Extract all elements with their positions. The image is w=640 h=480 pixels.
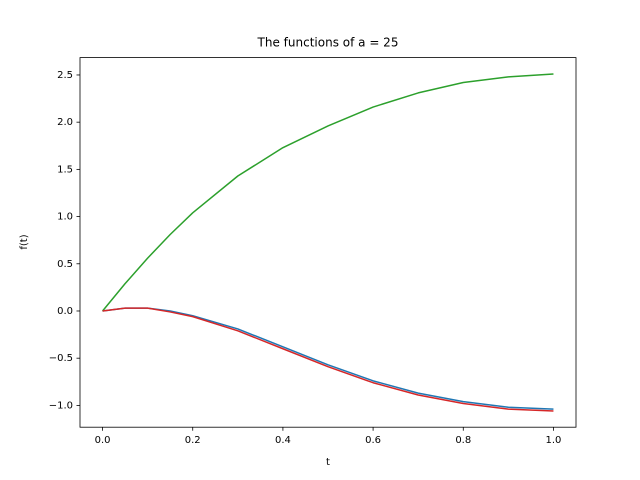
plot-frame	[79, 57, 577, 428]
x-tick-label: 0.2	[185, 435, 201, 446]
x-tick-label: 0.0	[95, 435, 111, 446]
y-tick-label: −1.0	[49, 400, 73, 411]
y-axis-label: f(t)	[19, 234, 30, 249]
x-tick-label: 0.4	[275, 435, 291, 446]
y-tick-label: 1.5	[57, 164, 73, 175]
chart-title: The functions of a = 25	[257, 36, 399, 50]
y-tick-label: −0.5	[49, 353, 73, 364]
y-tick-label: 1.0	[57, 212, 73, 223]
y-tick-label: 2.5	[57, 70, 73, 81]
series-line	[102, 307, 554, 412]
x-tick-label: 1.0	[546, 435, 562, 446]
y-tick-label: 0.5	[57, 259, 73, 270]
series-line	[101, 73, 554, 312]
y-tick-label: 2.0	[57, 117, 73, 128]
x-tick-label: 0.8	[455, 435, 471, 446]
x-axis-label: t	[326, 457, 330, 468]
x-tick-label: 0.6	[365, 435, 381, 446]
y-tick-label: 0.0	[57, 306, 73, 317]
